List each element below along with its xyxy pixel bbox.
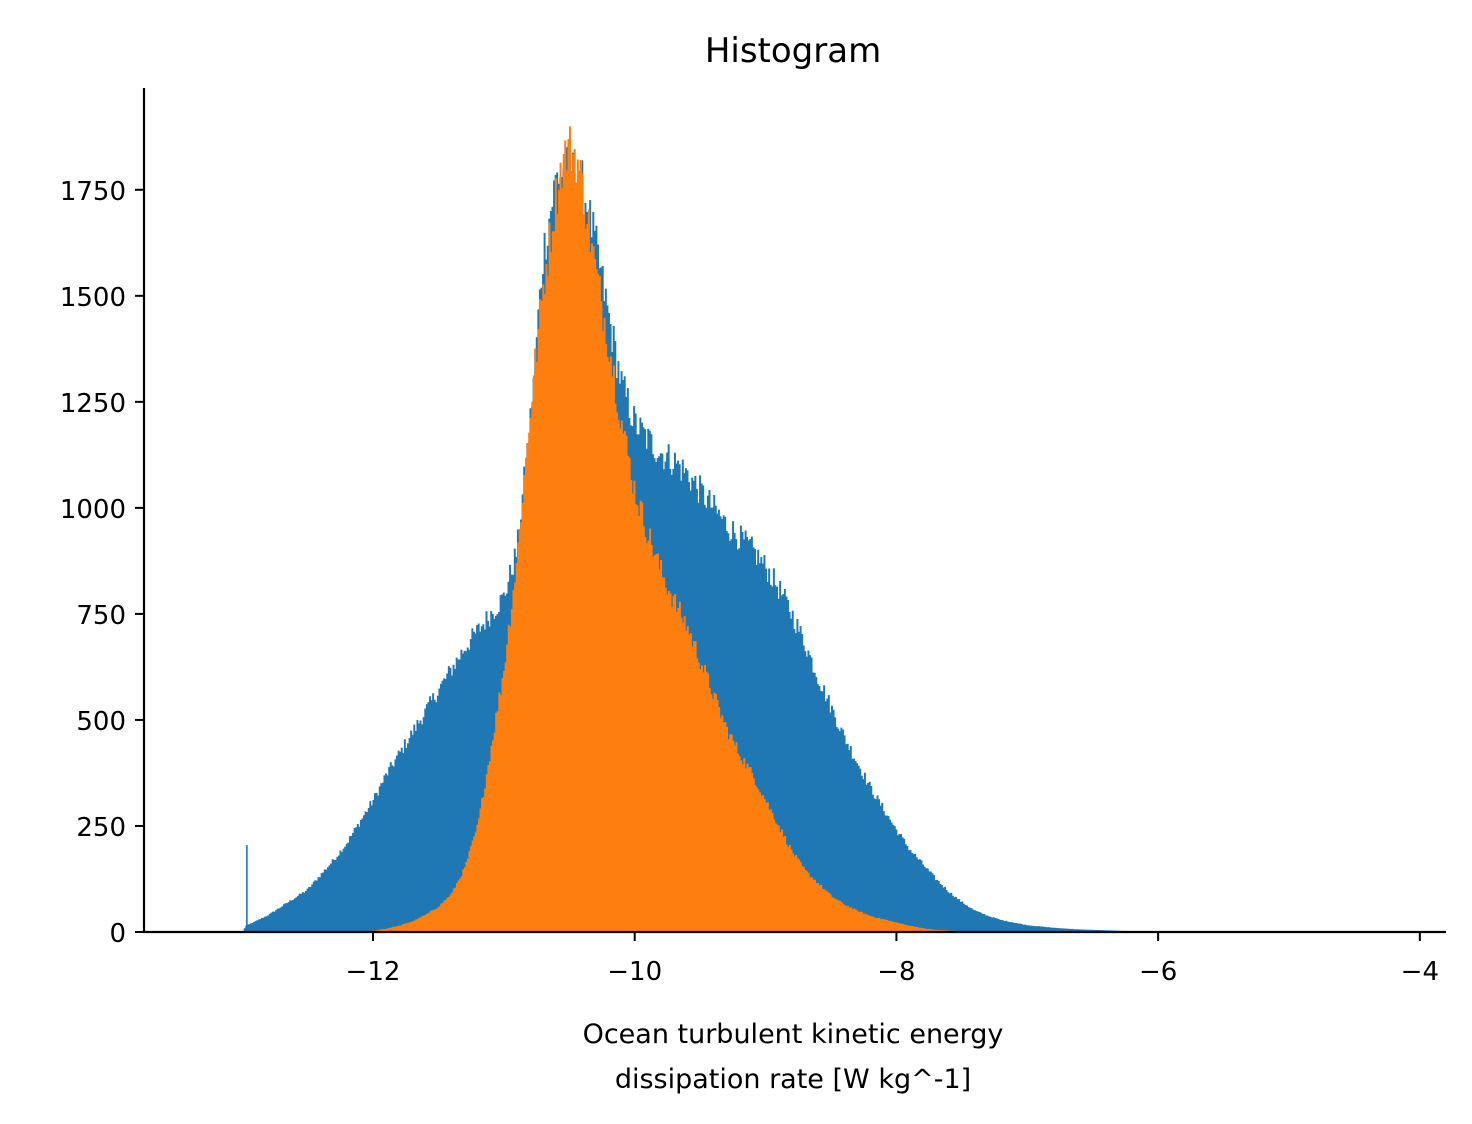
axes: [142, 88, 1446, 934]
y-tick-label: 1000: [60, 495, 126, 525]
histogram-series-2: [366, 126, 989, 932]
x-axis-label: Ocean turbulent kinetic energy: [583, 1019, 1004, 1050]
y-tick-label: 750: [76, 601, 126, 631]
x-tick-label: −4: [1401, 957, 1439, 987]
x-tick-label: −12: [346, 957, 401, 987]
chart-title: Histogram: [705, 31, 881, 71]
y-tick-label: 500: [76, 707, 126, 737]
x-tick-label: −6: [1139, 957, 1177, 987]
y-tick-label: 1250: [60, 389, 126, 419]
x-tick-label: −8: [877, 957, 915, 987]
histogram-bars: [366, 126, 989, 932]
histogram-spike-bar: [246, 845, 248, 932]
histogram-bars: [242, 146, 1224, 933]
histogram-series-1: [242, 146, 1224, 933]
x-axis-label-line2: dissipation rate [W kg^-1]: [615, 1064, 971, 1095]
y-tick-label: 250: [76, 813, 126, 843]
y-tick-label: 1750: [60, 177, 126, 207]
y-ticks: 0 250 500 750 1000 1250 1500 1750: [60, 177, 144, 949]
y-tick-label: 1500: [60, 283, 126, 313]
x-ticks: −12 −10 −8 −6 −4: [346, 932, 1439, 987]
y-tick-label: 0: [109, 919, 126, 949]
x-tick-label: −10: [607, 957, 662, 987]
plot-area: [242, 126, 1224, 933]
